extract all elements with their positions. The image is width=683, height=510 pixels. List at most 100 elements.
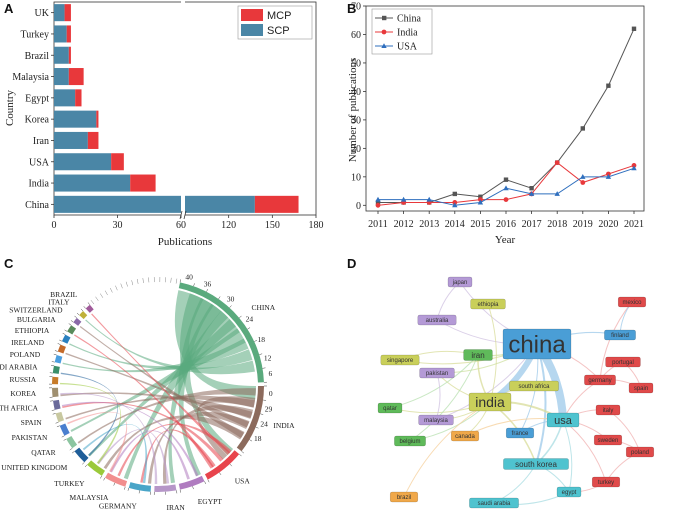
x-tick-label: 2014 bbox=[445, 219, 465, 230]
point-usa bbox=[400, 196, 407, 202]
node-label: france bbox=[512, 431, 529, 437]
chord-label: MALAYSIA bbox=[69, 493, 108, 502]
point-usa bbox=[580, 174, 586, 179]
point-china bbox=[631, 26, 637, 31]
point-china bbox=[503, 177, 509, 182]
panel-label-b: B bbox=[347, 1, 356, 16]
chord-label: UNITED KINGDOM bbox=[1, 463, 67, 472]
plot-frame-b bbox=[365, 5, 645, 212]
chord-label: ETHIOPIA bbox=[15, 326, 50, 335]
x-tick-label: 0 bbox=[52, 220, 57, 231]
network-node-italy: italy bbox=[595, 404, 621, 416]
bar-scp bbox=[54, 89, 76, 107]
chord-tick-value: 0 bbox=[269, 389, 273, 398]
network-node-brazil: brazil bbox=[389, 491, 419, 503]
chord-tick bbox=[51, 361, 55, 363]
category-label: UK bbox=[35, 8, 50, 19]
chord-arc-iran bbox=[154, 484, 177, 492]
legend-label-scp: SCP bbox=[267, 25, 290, 37]
chord-label: RUSSIA bbox=[9, 375, 36, 384]
point-usa bbox=[426, 196, 432, 202]
chord-tick bbox=[115, 285, 118, 291]
node-box bbox=[377, 402, 403, 414]
chord-label: CHINA bbox=[251, 303, 275, 312]
chord-tick bbox=[68, 323, 72, 326]
y-tick-label: 10 bbox=[351, 172, 361, 183]
chord-tick bbox=[103, 477, 106, 481]
node-box bbox=[469, 497, 519, 509]
point-india bbox=[606, 171, 611, 177]
chord-tick bbox=[59, 339, 63, 342]
chord-arc-qatar bbox=[66, 436, 78, 449]
chord-tick bbox=[57, 343, 61, 345]
node-label: iran bbox=[471, 351, 484, 360]
node-label: south korea bbox=[515, 460, 557, 469]
network-node-canada: canada bbox=[450, 430, 480, 442]
chord-label: USA bbox=[235, 476, 251, 485]
chord-tick bbox=[69, 448, 73, 451]
point-usa bbox=[477, 199, 484, 205]
node-box bbox=[595, 404, 621, 416]
category-label: Egypt bbox=[25, 93, 49, 104]
chord-tick bbox=[63, 438, 67, 441]
bar-scp bbox=[54, 110, 97, 128]
legend-swatch-mcp bbox=[241, 9, 263, 21]
chord-tick-value: 18 bbox=[257, 335, 265, 344]
network-node-poland: poland bbox=[625, 446, 655, 458]
chord-tick bbox=[262, 367, 266, 369]
chord-tick bbox=[76, 312, 80, 316]
chord-label: IRAN bbox=[167, 503, 186, 510]
point-usa bbox=[528, 191, 535, 196]
chord-tick-value: 30 bbox=[227, 294, 235, 303]
panel-label-d: D bbox=[347, 256, 356, 271]
x-tick-label: 60 bbox=[176, 220, 186, 231]
point-india bbox=[375, 202, 381, 208]
bar-mcp bbox=[96, 110, 99, 128]
chord-arc-saudi-arabia bbox=[52, 365, 60, 374]
panel-label-c: C bbox=[4, 256, 14, 271]
network-node-china: china bbox=[502, 328, 572, 360]
node-box bbox=[605, 356, 641, 368]
point-usa bbox=[503, 185, 509, 191]
bar-scp bbox=[54, 25, 67, 43]
network-edge bbox=[409, 354, 479, 442]
panel-b: B 0 10 20 30 40 50 60 70 2011 2012 2013 2014 2015 201… bbox=[347, 1, 645, 246]
chord-tick bbox=[54, 350, 58, 352]
network-node-singapore: singapore bbox=[380, 354, 420, 366]
node-label: finland bbox=[611, 333, 629, 339]
bar-mcp bbox=[130, 174, 156, 192]
node-label: sweden bbox=[598, 438, 619, 444]
axis-break-gap bbox=[181, 1, 185, 220]
chord-tick bbox=[87, 302, 91, 305]
node-box bbox=[503, 458, 569, 470]
chord-label: TURKEY bbox=[54, 479, 85, 488]
node-label: south africa bbox=[518, 384, 550, 390]
network-node-australia: australia bbox=[417, 314, 457, 326]
panel-d: D china india usa south korea iran japan ethio… bbox=[347, 256, 680, 509]
x-tick-label: 150 bbox=[265, 220, 280, 231]
legend-marker bbox=[382, 15, 387, 21]
x-tick-label: 2011 bbox=[368, 219, 388, 230]
node-box bbox=[509, 380, 559, 392]
legend-label-usa: USA bbox=[397, 42, 418, 53]
point-india bbox=[503, 197, 509, 203]
chord-tick bbox=[254, 340, 258, 342]
network-node-finland: finland bbox=[604, 329, 636, 341]
chord-tick bbox=[193, 283, 195, 287]
chord-tick bbox=[52, 413, 56, 415]
chord-arc-germany bbox=[128, 482, 152, 492]
chord-tick bbox=[55, 422, 59, 424]
chord-tick bbox=[247, 327, 251, 330]
chord-label: ITALY bbox=[48, 298, 70, 307]
bar-mcp bbox=[254, 195, 299, 213]
chord-tick-value: 6 bbox=[269, 369, 273, 378]
chord-tick-value: 24 bbox=[246, 315, 254, 324]
chord-ribbon bbox=[65, 395, 255, 420]
chord-tick bbox=[53, 353, 57, 356]
network-node-germany: germany bbox=[584, 374, 616, 386]
bar-chart-countries: China India USA Iran Korea Egypt Malaysia Brazi… bbox=[4, 1, 324, 248]
network-node-south-africa: south africa bbox=[509, 380, 559, 392]
chord-arc-china bbox=[178, 282, 264, 383]
category-label: USA bbox=[29, 157, 50, 168]
point-usa bbox=[605, 174, 612, 179]
